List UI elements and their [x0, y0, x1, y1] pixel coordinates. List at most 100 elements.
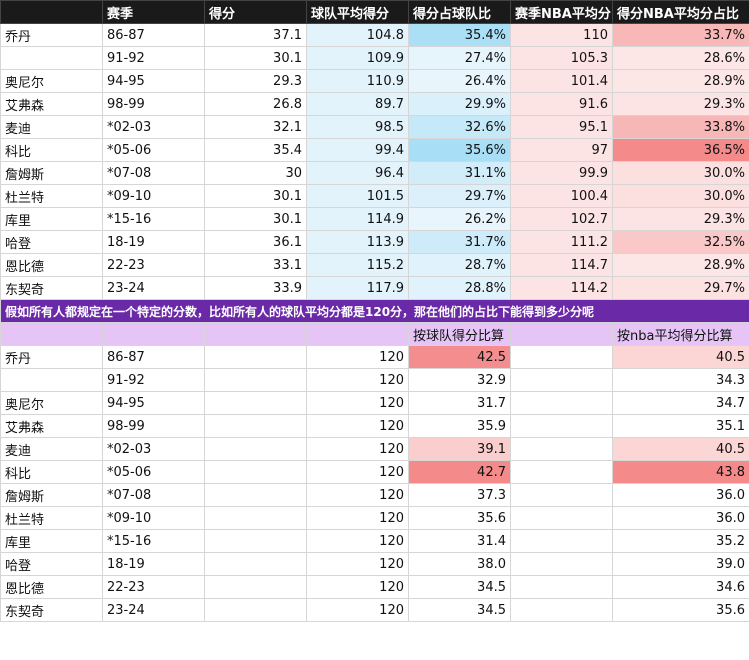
player-name-cell[interactable]: 哈登: [0, 230, 103, 254]
by-team-cell[interactable]: 34.5: [408, 575, 511, 599]
season-cell[interactable]: *15-16: [102, 529, 205, 553]
by-nba-header[interactable]: 按nba平均得分比算: [612, 322, 749, 346]
header-cell[interactable]: 赛季NBA平均分: [510, 0, 613, 24]
pct-nba-cell[interactable]: 33.7%: [612, 23, 749, 47]
points-cell[interactable]: 33.1: [204, 253, 307, 277]
pct-nba-cell[interactable]: 29.3%: [612, 207, 749, 231]
empty-cell[interactable]: [510, 506, 613, 530]
team-score-cell[interactable]: 120: [306, 345, 409, 369]
empty-cell[interactable]: [510, 483, 613, 507]
points-cell[interactable]: 36.1: [204, 230, 307, 254]
by-team-cell[interactable]: 32.9: [408, 368, 511, 392]
season-cell[interactable]: 18-19: [102, 552, 205, 576]
by-team-cell[interactable]: 37.3: [408, 483, 511, 507]
season-cell[interactable]: 98-99: [102, 92, 205, 116]
team-avg-cell[interactable]: 89.7: [306, 92, 409, 116]
season-cell[interactable]: *07-08: [102, 161, 205, 185]
player-name-cell[interactable]: 恩比德: [0, 575, 103, 599]
player-name-cell[interactable]: 麦迪: [0, 115, 103, 139]
player-name-cell[interactable]: 库里: [0, 207, 103, 231]
points-cell[interactable]: 29.3: [204, 69, 307, 93]
nba-avg-cell[interactable]: 114.7: [510, 253, 613, 277]
by-team-cell[interactable]: 42.7: [408, 460, 511, 484]
team-score-cell[interactable]: 120: [306, 414, 409, 438]
nba-avg-cell[interactable]: 114.2: [510, 276, 613, 300]
by-nba-cell[interactable]: 36.0: [612, 483, 749, 507]
points-cell[interactable]: 37.1: [204, 23, 307, 47]
team-score-cell[interactable]: 120: [306, 552, 409, 576]
team-avg-cell[interactable]: 114.9: [306, 207, 409, 231]
nba-avg-cell[interactable]: 105.3: [510, 46, 613, 70]
empty-cell[interactable]: [510, 414, 613, 438]
team-score-cell[interactable]: 120: [306, 598, 409, 622]
season-cell[interactable]: 98-99: [102, 414, 205, 438]
points-cell[interactable]: 26.8: [204, 92, 307, 116]
header-cell[interactable]: 赛季: [102, 0, 205, 24]
season-cell[interactable]: *02-03: [102, 115, 205, 139]
empty-cell[interactable]: [510, 391, 613, 415]
header-cell[interactable]: 得分NBA平均分占比: [612, 0, 749, 24]
player-name-cell[interactable]: 詹姆斯: [0, 161, 103, 185]
team-score-cell[interactable]: 120: [306, 575, 409, 599]
by-nba-cell[interactable]: 34.3: [612, 368, 749, 392]
player-name-cell[interactable]: 麦迪: [0, 437, 103, 461]
season-cell[interactable]: *02-03: [102, 437, 205, 461]
empty-cell[interactable]: [510, 460, 613, 484]
player-name-cell[interactable]: 东契奇: [0, 598, 103, 622]
team-avg-cell[interactable]: 104.8: [306, 23, 409, 47]
nba-avg-cell[interactable]: 91.6: [510, 92, 613, 116]
by-team-cell[interactable]: 34.5: [408, 598, 511, 622]
empty-cell[interactable]: [102, 322, 205, 346]
by-nba-cell[interactable]: 35.2: [612, 529, 749, 553]
banner-note[interactable]: 假如所有人都规定在一个特定的分数，比如所有人的球队平均分都是120分，那在他们的…: [0, 299, 749, 323]
empty-cell[interactable]: [306, 322, 409, 346]
pct-team-cell[interactable]: 35.6%: [408, 138, 511, 162]
player-name-cell[interactable]: [0, 46, 103, 70]
empty-cell[interactable]: [204, 483, 307, 507]
player-name-cell[interactable]: 奥尼尔: [0, 391, 103, 415]
pct-nba-cell[interactable]: 32.5%: [612, 230, 749, 254]
empty-cell[interactable]: [204, 437, 307, 461]
pct-team-cell[interactable]: 28.7%: [408, 253, 511, 277]
nba-avg-cell[interactable]: 100.4: [510, 184, 613, 208]
pct-team-cell[interactable]: 31.7%: [408, 230, 511, 254]
player-name-cell[interactable]: 詹姆斯: [0, 483, 103, 507]
by-nba-cell[interactable]: 43.8: [612, 460, 749, 484]
player-name-cell[interactable]: [0, 368, 103, 392]
empty-cell[interactable]: [510, 345, 613, 369]
player-name-cell[interactable]: 奥尼尔: [0, 69, 103, 93]
nba-avg-cell[interactable]: 99.9: [510, 161, 613, 185]
pct-team-cell[interactable]: 28.8%: [408, 276, 511, 300]
empty-cell[interactable]: [510, 437, 613, 461]
team-avg-cell[interactable]: 117.9: [306, 276, 409, 300]
team-score-cell[interactable]: 120: [306, 483, 409, 507]
by-nba-cell[interactable]: 36.0: [612, 506, 749, 530]
pct-team-cell[interactable]: 29.9%: [408, 92, 511, 116]
by-team-cell[interactable]: 39.1: [408, 437, 511, 461]
pct-team-cell[interactable]: 35.4%: [408, 23, 511, 47]
player-name-cell[interactable]: 乔丹: [0, 345, 103, 369]
team-avg-cell[interactable]: 110.9: [306, 69, 409, 93]
pct-nba-cell[interactable]: 30.0%: [612, 184, 749, 208]
team-avg-cell[interactable]: 99.4: [306, 138, 409, 162]
season-cell[interactable]: 86-87: [102, 345, 205, 369]
by-team-cell[interactable]: 31.7: [408, 391, 511, 415]
season-cell[interactable]: 22-23: [102, 575, 205, 599]
player-name-cell[interactable]: 艾弗森: [0, 414, 103, 438]
nba-avg-cell[interactable]: 97: [510, 138, 613, 162]
empty-cell[interactable]: [510, 322, 613, 346]
nba-avg-cell[interactable]: 111.2: [510, 230, 613, 254]
empty-cell[interactable]: [204, 322, 307, 346]
nba-avg-cell[interactable]: 110: [510, 23, 613, 47]
pct-nba-cell[interactable]: 28.6%: [612, 46, 749, 70]
season-cell[interactable]: *09-10: [102, 184, 205, 208]
by-team-cell[interactable]: 42.5: [408, 345, 511, 369]
empty-cell[interactable]: [510, 552, 613, 576]
team-score-cell[interactable]: 120: [306, 529, 409, 553]
by-nba-cell[interactable]: 39.0: [612, 552, 749, 576]
empty-cell[interactable]: [204, 414, 307, 438]
season-cell[interactable]: *05-06: [102, 460, 205, 484]
team-avg-cell[interactable]: 113.9: [306, 230, 409, 254]
points-cell[interactable]: 30.1: [204, 207, 307, 231]
empty-cell[interactable]: [204, 598, 307, 622]
